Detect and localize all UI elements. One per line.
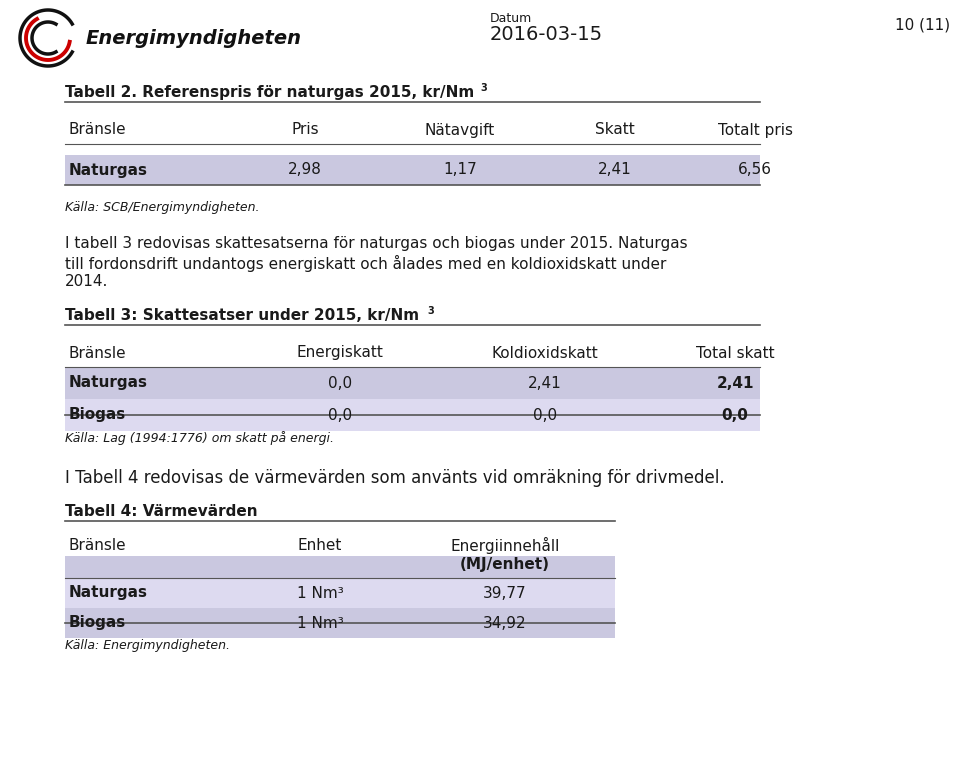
Text: Naturgas: Naturgas bbox=[69, 586, 148, 601]
Text: 2,98: 2,98 bbox=[288, 162, 322, 178]
Text: Bränsle: Bränsle bbox=[69, 346, 127, 360]
Text: Skatt: Skatt bbox=[595, 122, 635, 137]
Text: 1 Nm³: 1 Nm³ bbox=[297, 586, 344, 601]
Text: Energiskatt: Energiskatt bbox=[297, 346, 383, 360]
Bar bbox=[65, 608, 615, 638]
Text: Biogas: Biogas bbox=[69, 615, 127, 630]
Text: Datum: Datum bbox=[490, 12, 532, 25]
Text: Naturgas: Naturgas bbox=[69, 162, 148, 178]
Text: Källa: Energimyndigheten.: Källa: Energimyndigheten. bbox=[65, 639, 230, 652]
Text: Naturgas: Naturgas bbox=[69, 375, 148, 391]
Text: 10 (11): 10 (11) bbox=[895, 18, 950, 33]
Bar bbox=[65, 399, 760, 431]
Text: Biogas: Biogas bbox=[69, 407, 127, 423]
Bar bbox=[65, 556, 615, 578]
Text: 2,41: 2,41 bbox=[598, 162, 632, 178]
Text: Energiinnehåll: Energiinnehåll bbox=[450, 537, 560, 554]
Text: Källa: Lag (1994:1776) om skatt på energi.: Källa: Lag (1994:1776) om skatt på energ… bbox=[65, 431, 334, 445]
Text: Koldioxidskatt: Koldioxidskatt bbox=[492, 346, 598, 360]
Text: Bränsle: Bränsle bbox=[69, 122, 127, 137]
Text: 3: 3 bbox=[427, 306, 434, 316]
Text: Källa: SCB/Energimyndigheten.: Källa: SCB/Energimyndigheten. bbox=[65, 201, 259, 214]
Text: till fordonsdrift undantogs energiskatt och ålades med en koldioxidskatt under: till fordonsdrift undantogs energiskatt … bbox=[65, 255, 666, 272]
Text: I Tabell 4 redovisas de värmevärden som använts vid omräkning för drivmedel.: I Tabell 4 redovisas de värmevärden som … bbox=[65, 469, 725, 487]
Text: Tabell 4: Värmevärden: Tabell 4: Värmevärden bbox=[65, 504, 257, 519]
Text: Total skatt: Total skatt bbox=[696, 346, 775, 360]
Text: 3: 3 bbox=[480, 83, 487, 93]
Text: Energimyndigheten: Energimyndigheten bbox=[86, 29, 302, 48]
Text: 0,0: 0,0 bbox=[533, 407, 557, 423]
Text: 2,41: 2,41 bbox=[716, 375, 754, 391]
Text: Tabell 3: Skattesatser under 2015, kr/Nm: Tabell 3: Skattesatser under 2015, kr/Nm bbox=[65, 308, 420, 323]
Text: 0,0: 0,0 bbox=[328, 375, 352, 391]
Text: 39,77: 39,77 bbox=[483, 586, 527, 601]
Bar bbox=[65, 578, 615, 608]
Text: 2016-03-15: 2016-03-15 bbox=[490, 25, 603, 44]
Text: 34,92: 34,92 bbox=[483, 615, 527, 630]
Text: Pris: Pris bbox=[291, 122, 319, 137]
Bar bbox=[65, 155, 760, 185]
Text: Enhet: Enhet bbox=[298, 537, 342, 552]
Text: 1 Nm³: 1 Nm³ bbox=[297, 615, 344, 630]
Text: 6,56: 6,56 bbox=[738, 162, 772, 178]
Text: 2,41: 2,41 bbox=[528, 375, 562, 391]
Text: Nätavgift: Nätavgift bbox=[425, 122, 495, 137]
Text: 1,17: 1,17 bbox=[444, 162, 477, 178]
Text: (MJ/enhet): (MJ/enhet) bbox=[460, 558, 550, 573]
Text: 0,0: 0,0 bbox=[328, 407, 352, 423]
Text: 0,0: 0,0 bbox=[722, 407, 749, 423]
Bar bbox=[65, 367, 760, 399]
Text: 2014.: 2014. bbox=[65, 274, 108, 289]
Text: Totalt pris: Totalt pris bbox=[717, 122, 793, 137]
Text: Bränsle: Bränsle bbox=[69, 537, 127, 552]
Text: I tabell 3 redovisas skattesatserna för naturgas och biogas under 2015. Naturgas: I tabell 3 redovisas skattesatserna för … bbox=[65, 236, 687, 251]
Text: Tabell 2. Referenspris för naturgas 2015, kr/Nm: Tabell 2. Referenspris för naturgas 2015… bbox=[65, 85, 474, 100]
